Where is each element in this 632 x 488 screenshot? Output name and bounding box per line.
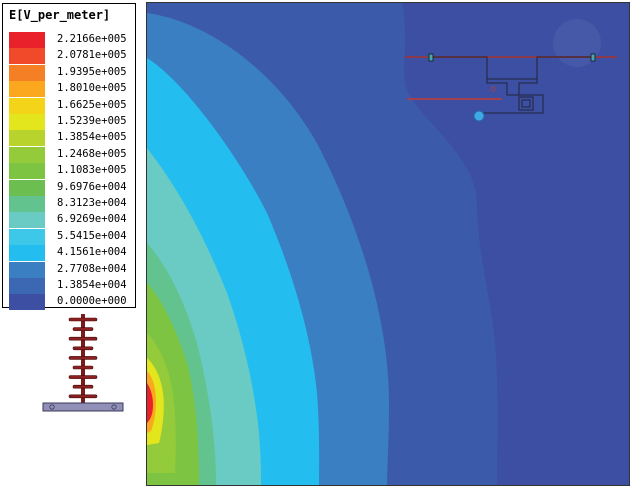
legend-label: 1.2468e+005 [57,147,127,160]
insulator-shed [68,375,98,379]
legend-swatch [9,228,45,245]
legend-entry: 1.9395e+005 [9,64,133,81]
insulator-shed [68,394,98,399]
legend-swatch [9,146,45,163]
conductor-hardware-drawing [405,19,617,122]
legend-label: 1.6625e+005 [57,98,127,111]
legend-entry: 0.0000e+000 [9,294,133,311]
legend-entry: 8.3123e+004 [9,196,133,212]
legend-entry: 5.5415e+004 [9,228,133,245]
legend-swatch [9,48,45,65]
legend-entry: 1.3854e+005 [9,130,133,147]
legend-swatch [9,97,45,114]
legend-swatch [9,130,45,147]
legend-swatch [9,64,45,81]
color-legend: E[V_per_meter] 2.2166e+005 2.0781e+005 1.9… [2,3,136,311]
legend-entry: 4.1561e+004 [9,245,133,262]
legend-swatch [9,294,45,311]
insulator-shed [68,317,98,322]
insulator-shed [68,336,98,341]
insulator-shed [72,327,94,331]
field-hotspot [147,383,153,423]
legend-swatch [9,32,45,48]
legend-label: 1.1083e+005 [57,164,127,177]
legend-label: 6.9269e+004 [57,213,127,226]
legend-label: 1.3854e+004 [57,279,127,291]
legend-label: 9.6976e+004 [57,180,127,193]
legend-swatch [9,245,45,262]
legend-entry: 1.8010e+005 [9,81,133,98]
legend-entry: 1.5239e+005 [9,114,133,130]
insulator-shed [72,346,94,351]
insulator-shed [72,384,94,389]
legend-label: 0.0000e+000 [57,295,127,308]
legend-label: 1.8010e+005 [57,82,127,95]
legend-label: 2.7708e+004 [57,262,127,275]
legend-entry: 1.6625e+005 [9,97,133,114]
legend-swatch [9,114,45,130]
insulator-shed [68,356,98,360]
legend-swatch [9,212,45,229]
legend-entry: 2.7708e+004 [9,261,133,278]
legend-label: 1.3854e+005 [57,131,127,144]
field-plot-viewport[interactable] [146,2,630,486]
legend-entry: 1.1083e+005 [9,163,133,180]
legend-swatch [9,81,45,98]
legend-entry: 1.3854e+004 [9,278,133,294]
legend-swatch [9,163,45,180]
legend-swatch [9,196,45,212]
field-contour-svg [147,3,629,485]
insulator-shed [72,365,94,370]
legend-label: 2.2166e+005 [57,33,127,45]
legend-label: 1.9395e+005 [57,65,127,78]
legend-swatch [9,261,45,278]
legend-label: 8.3123e+004 [57,197,127,209]
legend-entry: 6.9269e+004 [9,212,133,229]
legend-swatch [9,278,45,294]
legend-label: 2.0781e+005 [57,49,127,62]
legend-label: 5.5415e+004 [57,229,127,242]
legend-label: 1.5239e+005 [57,115,127,127]
insulator-string-model [40,312,126,416]
legend-entry: 2.2166e+005 [9,32,133,48]
legend-swatch [9,179,45,196]
legend-entry: 1.2468e+005 [9,146,133,163]
legend-label: 4.1561e+004 [57,246,127,259]
legend-title: E[V_per_meter] [9,8,111,22]
legend-entry: 9.6976e+004 [9,179,133,196]
legend-entry: 2.0781e+005 [9,48,133,65]
